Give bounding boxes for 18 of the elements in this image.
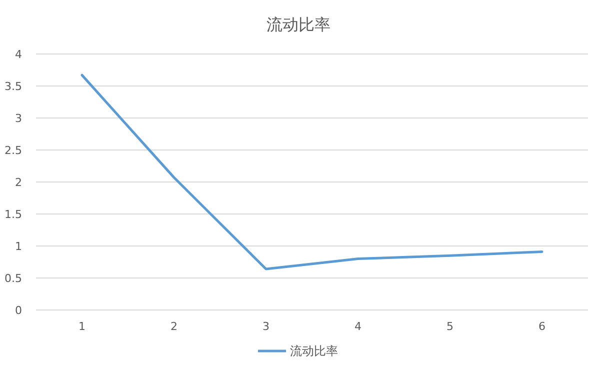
x-tick-label: 2 xyxy=(170,320,178,333)
y-tick-label: 2 xyxy=(15,176,22,189)
legend-label: 流动比率 xyxy=(290,344,338,358)
line-series xyxy=(80,74,544,270)
y-tick-label: 0.5 xyxy=(4,272,22,285)
y-tick-label: 0 xyxy=(15,304,22,317)
x-tick-label: 3 xyxy=(262,320,270,333)
y-tick-label: 3.5 xyxy=(4,80,22,93)
y-tick-label: 1.5 xyxy=(4,208,22,221)
y-tick-label: 1 xyxy=(15,240,22,253)
x-tick-label: 4 xyxy=(354,320,362,333)
chart-title: 流动比率 xyxy=(266,15,330,34)
y-tick-label: 3 xyxy=(15,112,22,125)
x-tick-label: 5 xyxy=(446,320,454,333)
x-tick-label: 6 xyxy=(538,320,546,333)
y-tick-label: 4 xyxy=(15,48,22,61)
x-tick-label: 1 xyxy=(78,320,86,333)
y-tick-label: 2.5 xyxy=(4,144,22,157)
